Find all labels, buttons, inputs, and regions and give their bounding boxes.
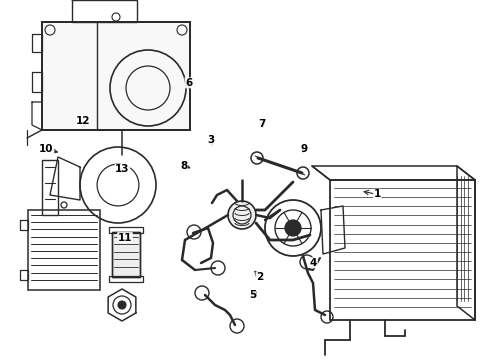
Text: 7: 7 (258, 119, 266, 129)
Text: 4: 4 (310, 258, 318, 268)
Text: 9: 9 (300, 144, 307, 154)
Bar (42, 22, 190, 130)
Bar (42, 22, 190, 130)
Bar (112, 232, 140, 277)
Bar (109, 276, 143, 282)
Text: 1: 1 (374, 189, 381, 199)
Text: 13: 13 (115, 164, 130, 174)
Bar (109, 227, 143, 233)
Circle shape (285, 220, 301, 236)
Text: 11: 11 (118, 233, 132, 243)
Text: 6: 6 (185, 78, 192, 88)
Bar (28, 210, 100, 290)
Text: 5: 5 (249, 290, 256, 300)
Text: 12: 12 (76, 116, 91, 126)
Text: 3: 3 (207, 135, 214, 145)
Bar (42, 160, 58, 215)
Circle shape (118, 301, 126, 309)
Bar (112, 232, 140, 277)
Bar (330, 180, 475, 320)
Circle shape (228, 201, 256, 229)
Text: 2: 2 (256, 272, 263, 282)
Text: 10: 10 (39, 144, 54, 154)
Text: 8: 8 (180, 161, 187, 171)
Bar (72, 0, 137, 22)
